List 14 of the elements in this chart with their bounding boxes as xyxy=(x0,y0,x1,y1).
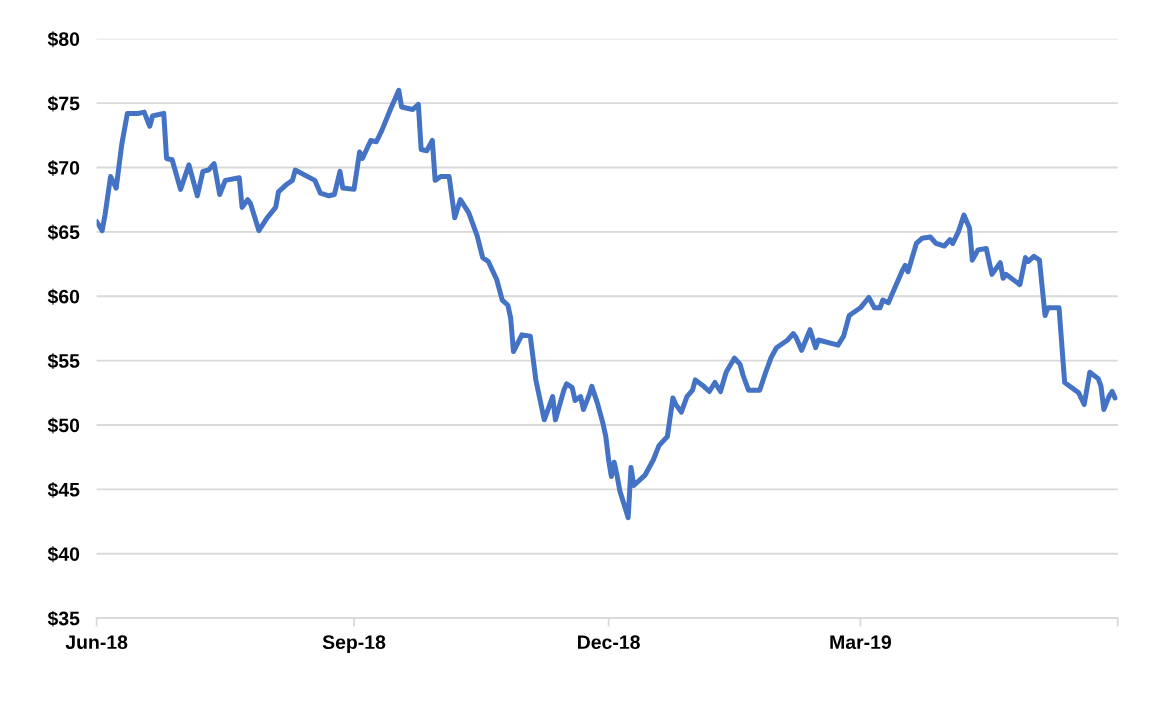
x-tick-label: Dec-18 xyxy=(578,635,640,650)
y-tick-label: $40 xyxy=(47,546,80,563)
y-tick-label: $35 xyxy=(47,610,80,627)
y-tick-label: $50 xyxy=(47,417,80,434)
y-tick-label: $45 xyxy=(47,481,80,498)
y-tick-label: $70 xyxy=(47,160,80,176)
y-tick-label: $55 xyxy=(47,353,80,370)
x-tick-label: Jun-18 xyxy=(65,635,128,650)
y-tick-label: $80 xyxy=(47,31,80,48)
y-tick-label: $60 xyxy=(47,288,80,305)
x-tick-label: Sep-18 xyxy=(322,635,386,653)
y-tick-label: $65 xyxy=(47,224,80,241)
x-tick-label: Mar-19 xyxy=(830,635,892,650)
y-tick-label: $75 xyxy=(47,95,80,112)
